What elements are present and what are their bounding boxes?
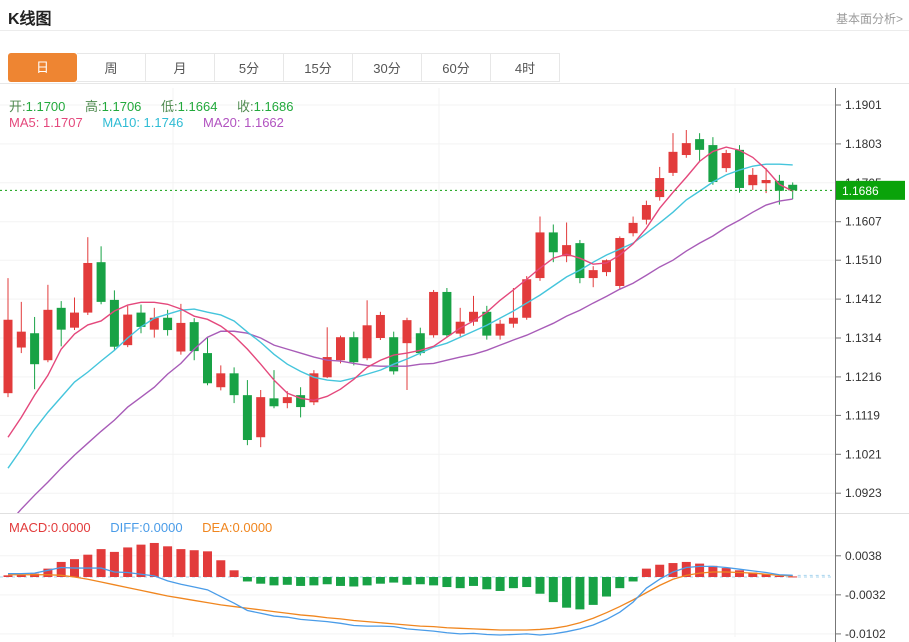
diff-value: 0.0000 xyxy=(142,520,183,535)
tab-month[interactable]: 月 xyxy=(146,53,215,82)
period-tab-bar: 日周月 5分 15分 30分 60分 4时 xyxy=(8,53,560,82)
vertical-gridlines xyxy=(172,88,736,637)
close-value: 1.1686 xyxy=(253,99,294,114)
ma10-value: 1.1746 xyxy=(143,115,184,130)
open-value: 1.1700 xyxy=(25,99,66,114)
svg-text:1.1119: 1.1119 xyxy=(845,408,880,422)
tab-30min[interactable]: 30分 xyxy=(353,53,422,82)
tab-60min[interactable]: 60分 xyxy=(422,53,491,82)
dea-line xyxy=(8,571,793,631)
svg-text:-0.0102: -0.0102 xyxy=(845,627,886,641)
dea-label: DEA: xyxy=(202,520,233,535)
ma10-line xyxy=(7,163,793,469)
svg-text:1.1901: 1.1901 xyxy=(845,98,882,112)
ma20-value: 1.1662 xyxy=(244,115,284,130)
page-title: K线图 xyxy=(8,11,52,28)
svg-text:1.1686: 1.1686 xyxy=(842,184,879,198)
diff-line xyxy=(8,565,793,636)
ma20-line xyxy=(16,198,793,513)
open-label: 开: xyxy=(9,99,26,114)
ma-lines xyxy=(7,146,794,513)
svg-text:1.1314: 1.1314 xyxy=(845,331,882,345)
svg-text:1.0923: 1.0923 xyxy=(845,486,882,500)
low-value: 1.1664 xyxy=(177,99,218,114)
diff-label: DIFF: xyxy=(110,520,143,535)
ma10-label: MA10: xyxy=(102,115,144,130)
header-divider xyxy=(0,30,909,31)
tab-5min[interactable]: 5分 xyxy=(215,53,284,82)
ma5-line xyxy=(7,146,794,438)
svg-text:1.1021: 1.1021 xyxy=(845,447,882,461)
macd-gridlines: 0.0038 -0.0032 -0.0102 xyxy=(0,549,886,641)
macd-histogram xyxy=(3,542,798,610)
macd-value: 0.0000 xyxy=(50,520,91,535)
tab-4hour[interactable]: 4时 xyxy=(491,53,560,82)
svg-text:0.0038: 0.0038 xyxy=(845,549,882,563)
ohlc-legend: 开:1.1700 高:1.1706 低:1.1664 收:1.1686 xyxy=(9,96,309,115)
ma5-label: MA5: xyxy=(9,115,43,130)
high-value: 1.1706 xyxy=(101,99,142,114)
high-label: 高: xyxy=(85,99,102,114)
tab-day[interactable]: 日 xyxy=(8,53,77,82)
dea-value: 0.0000 xyxy=(232,520,273,535)
svg-text:-0.0032: -0.0032 xyxy=(845,588,886,602)
svg-text:1.1803: 1.1803 xyxy=(845,137,882,151)
price-axis-labels: 1.19011.18031.17051.16071.15101.14121.13… xyxy=(835,98,882,500)
low-label: 低: xyxy=(161,99,178,114)
close-label: 收: xyxy=(237,99,254,114)
candles xyxy=(3,130,798,448)
tab-week[interactable]: 周 xyxy=(77,53,146,82)
svg-text:1.1607: 1.1607 xyxy=(845,215,882,229)
svg-text:1.1510: 1.1510 xyxy=(845,253,882,267)
macd-legend: MACD:0.0000 DIFF:0.0000 DEA:0.0000 xyxy=(9,520,288,535)
svg-text:1.1216: 1.1216 xyxy=(845,370,882,384)
tabbar-bottom-border xyxy=(0,83,909,84)
ma20-label: MA20: xyxy=(202,115,245,130)
tab-15min[interactable]: 15分 xyxy=(284,53,353,82)
svg-text:1.1412: 1.1412 xyxy=(845,292,882,306)
ma-legend: MA5: 1.1707 MA10: 1.1746 MA20: 1.1662 xyxy=(9,115,300,130)
fundamental-analysis-link[interactable]: 基本面分析> xyxy=(835,12,903,26)
ma5-value: 1.1707 xyxy=(42,115,83,130)
current-price-badge: 1.1686 xyxy=(836,180,905,200)
macd-label: MACD: xyxy=(9,520,51,535)
